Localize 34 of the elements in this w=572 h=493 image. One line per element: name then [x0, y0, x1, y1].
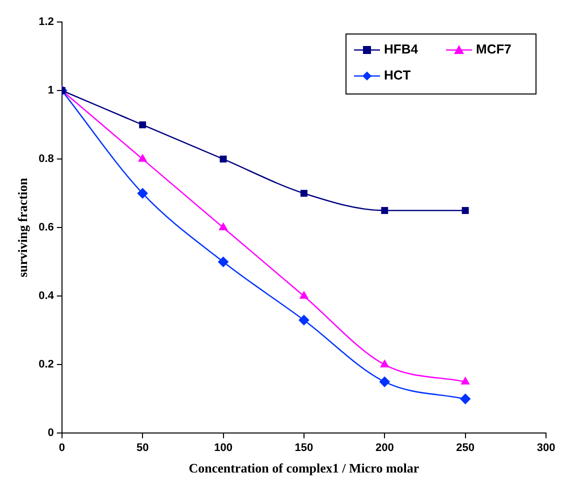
x-tick-label: 300: [536, 442, 556, 454]
point: [460, 394, 470, 404]
x-tick-label: 0: [58, 442, 65, 454]
y-tick-label: 1.2: [38, 16, 54, 28]
x-tick-label: 150: [294, 442, 314, 454]
x-tick-label: 200: [375, 442, 394, 454]
point: [139, 121, 146, 128]
point: [300, 291, 308, 299]
point: [137, 188, 148, 198]
legend-label: HCT: [384, 68, 411, 83]
y-tick-label: 0.4: [38, 290, 55, 302]
point: [220, 156, 227, 163]
y-tick-label: 0: [48, 427, 54, 440]
x-tick-label: 100: [214, 442, 232, 454]
point: [298, 314, 310, 326]
point: [219, 222, 228, 230]
point: [461, 377, 470, 384]
x-tick-label: 50: [136, 442, 149, 454]
legend-label: HFB4: [384, 42, 419, 57]
y-tick-label: 0.6: [38, 222, 54, 234]
point: [300, 190, 308, 197]
x-tick-label: 250: [456, 442, 474, 454]
y-axis-title: surviving fraction: [15, 177, 30, 278]
x-axis-title: Concentration of complex1 / Micro molar: [188, 460, 420, 476]
legend-label: MCF7: [476, 42, 512, 57]
y-tick-label: 1: [48, 84, 54, 97]
point: [218, 256, 228, 268]
point: [381, 206, 388, 214]
point: [138, 154, 147, 162]
y-tick-label: 0.8: [38, 153, 54, 166]
y-tick-label: 0.2: [38, 358, 54, 371]
point: [462, 206, 469, 214]
point: [380, 360, 389, 368]
point: [379, 376, 390, 387]
